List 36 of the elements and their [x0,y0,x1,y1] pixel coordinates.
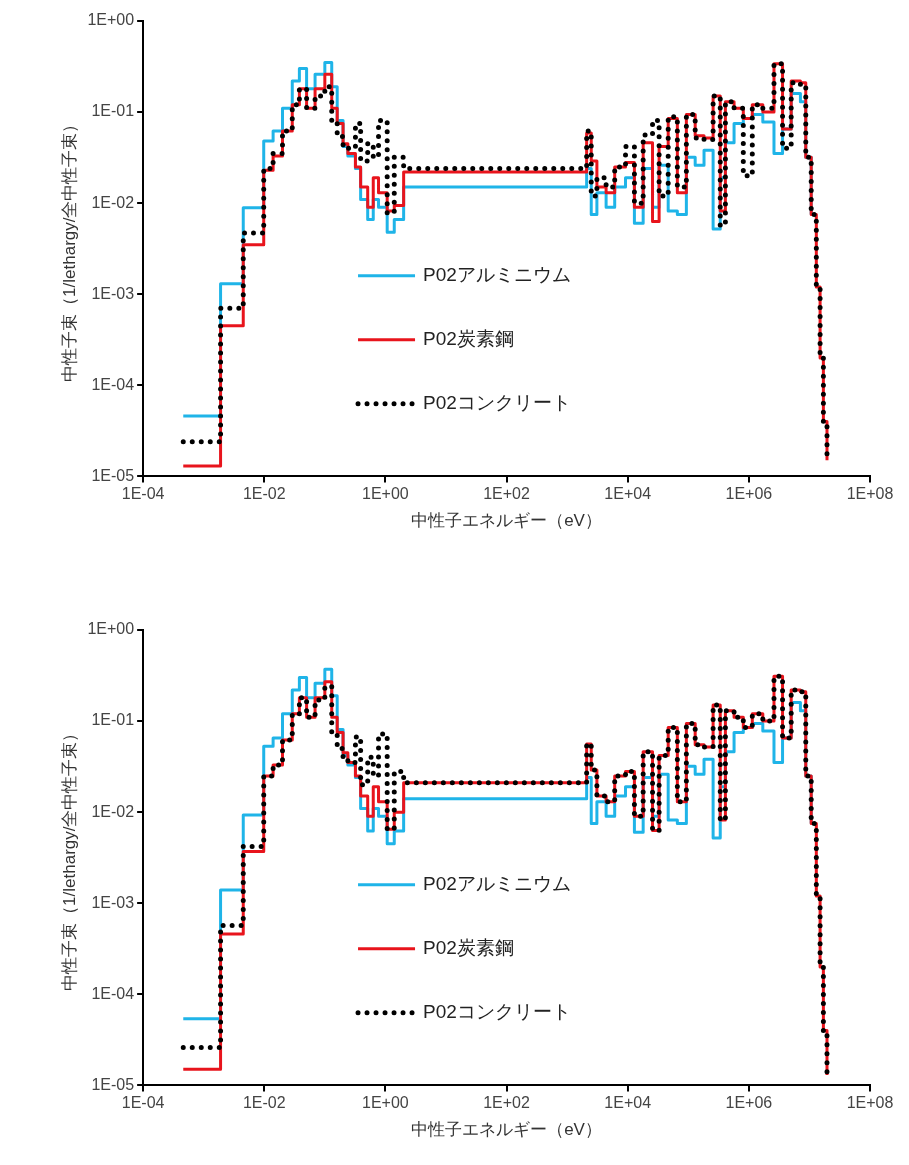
x-axis-title: 中性子エネルギー（eV） [411,1120,602,1140]
y-tick-label: 1E-03 [91,284,135,302]
x-tick-label: 1E+06 [725,1094,773,1112]
legend-label: P02コンクリート [423,392,571,414]
y-tick-label: 1E-03 [91,893,135,911]
x-tick-label: 1E-04 [121,1094,165,1112]
x-tick-label: 1E+04 [604,485,652,503]
x-tick-label: 1E+00 [362,1094,409,1112]
legend-label: P02炭素鋼 [423,328,514,350]
y-axis-title: 中性子束（1/lethargy/全中性子束） [59,115,79,382]
y-tick-label: 1E-01 [91,102,135,120]
y-tick-label: 1E-02 [91,802,135,820]
legend-label: P02アルミニウム [423,873,571,895]
y-tick-label: 1E-01 [91,711,135,729]
x-tick-label: 1E+00 [362,485,409,503]
x-tick-label: 1E+02 [483,1094,531,1112]
x-tick-label: 1E-02 [242,485,286,503]
y-tick-label: 1E-04 [91,984,135,1002]
y-tick-label: 1E-02 [91,193,135,211]
x-axis-title: 中性子エネルギー（eV） [411,511,602,531]
legend-label: P02炭素鋼 [423,937,514,959]
x-tick-label: 1E+04 [604,1094,652,1112]
y-tick-label: 1E+00 [87,620,135,638]
y-axis-title: 中性子束（1/lethargy/全中性子束） [59,724,79,991]
y-tick-label: 1E-04 [91,375,135,393]
x-tick-label: 1E+02 [483,485,531,503]
x-tick-label: 1E+08 [846,1094,894,1112]
x-tick-label: 1E+06 [725,485,773,503]
x-tick-label: 1E+08 [846,485,894,503]
y-tick-label: 1E-05 [91,1075,135,1093]
x-tick-label: 1E-04 [121,485,165,503]
y-tick-label: 1E+00 [87,11,135,29]
legend-label: P02コンクリート [423,1001,571,1023]
y-tick-label: 1E-05 [91,466,135,484]
legend-label: P02アルミニウム [423,264,571,286]
x-tick-label: 1E-02 [242,1094,286,1112]
